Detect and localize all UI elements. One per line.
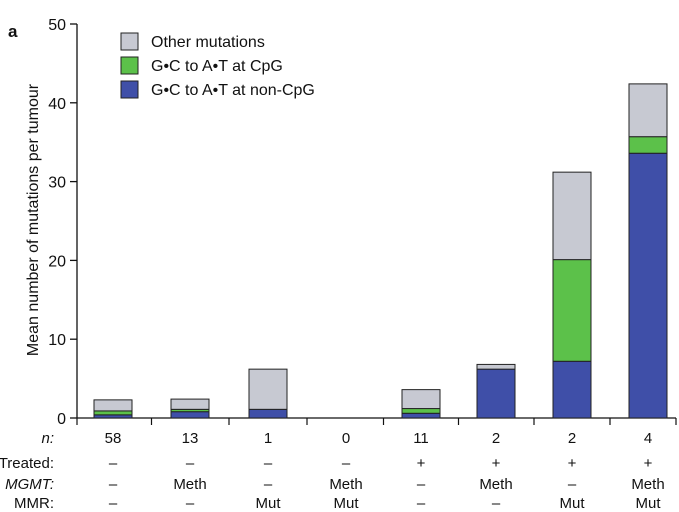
row-cell: 2: [492, 430, 500, 447]
row-cell: Meth: [173, 476, 206, 493]
bar-segment: [170, 411, 210, 419]
bar-segment: [93, 399, 133, 412]
row-cell: –: [186, 455, 195, 472]
row-cell: 11: [413, 430, 429, 447]
row-cell: 0: [342, 430, 350, 447]
row-label: MGMT:: [5, 476, 54, 493]
panel-label: a: [8, 22, 18, 41]
legend-swatch: [120, 80, 139, 99]
bar-segment: [248, 408, 288, 419]
legend-swatch: [120, 56, 139, 75]
row-cell: –: [186, 495, 195, 512]
row-cell: –: [109, 476, 118, 493]
row-cell: 13: [182, 430, 199, 447]
row-cell: –: [264, 455, 273, 472]
bar-segment: [552, 360, 592, 419]
row-cell: Mut: [635, 495, 661, 512]
row-cell: –: [109, 455, 118, 472]
row-cell: –: [342, 455, 351, 472]
y-axis-label: Mean number of mutations per tumour: [25, 83, 42, 356]
y-tick-label: 50: [48, 17, 66, 34]
row-cell: +: [492, 455, 501, 472]
legend-label: Other mutations: [151, 34, 265, 51]
row-cell: +: [568, 455, 577, 472]
y-tick-label: 0: [57, 411, 66, 428]
y-tick-label: 10: [48, 332, 66, 349]
row-label: Treated:: [0, 455, 54, 472]
bar-segment: [628, 136, 668, 154]
bar-segment: [170, 398, 210, 410]
row-cell: Meth: [479, 476, 512, 493]
row-cell: –: [109, 495, 118, 512]
row-cell: Mut: [333, 495, 359, 512]
row-cell: Mut: [559, 495, 585, 512]
y-tick-label: 20: [48, 253, 66, 270]
bars: [93, 83, 668, 419]
row-cell: –: [568, 476, 577, 493]
row-cell: Meth: [329, 476, 362, 493]
row-cell: –: [492, 495, 501, 512]
y-tick-label: 30: [48, 175, 66, 192]
bar-segment: [93, 410, 133, 416]
bar-segment: [628, 83, 668, 138]
bar-segment: [401, 412, 441, 419]
row-cell: –: [417, 476, 426, 493]
y-axis-label-group: Mean number of mutations per tumour: [25, 83, 42, 356]
row-cell: –: [417, 495, 426, 512]
bar-segment: [401, 408, 441, 414]
row-cell: Mut: [255, 495, 281, 512]
row-cell: 1: [264, 430, 272, 447]
row-cell: +: [644, 455, 653, 472]
y-tick-label: 40: [48, 96, 66, 113]
row-cell: 4: [644, 430, 652, 447]
legend: Other mutations G•C to A•T at CpG G•C to A…: [120, 32, 315, 99]
bar-segment: [552, 171, 592, 261]
legend-label: G•C to A•T at non-CpG: [151, 82, 315, 99]
row-label: n:: [41, 430, 54, 447]
row-cell: 58: [105, 430, 122, 447]
row-cell: Meth: [631, 476, 664, 493]
bar-segment: [248, 368, 288, 410]
bar-segment: [476, 363, 516, 370]
bar-segment: [628, 152, 668, 419]
legend-label: G•C to A•T at CpG: [151, 58, 283, 75]
bar-segment: [552, 259, 592, 362]
row-cell: 2: [568, 430, 576, 447]
row-cell: –: [264, 476, 273, 493]
bar-segment: [476, 368, 516, 419]
row-cell: +: [417, 455, 426, 472]
bar-segment: [401, 389, 441, 410]
legend-swatch: [120, 32, 139, 51]
row-label: MMR:: [14, 495, 54, 512]
